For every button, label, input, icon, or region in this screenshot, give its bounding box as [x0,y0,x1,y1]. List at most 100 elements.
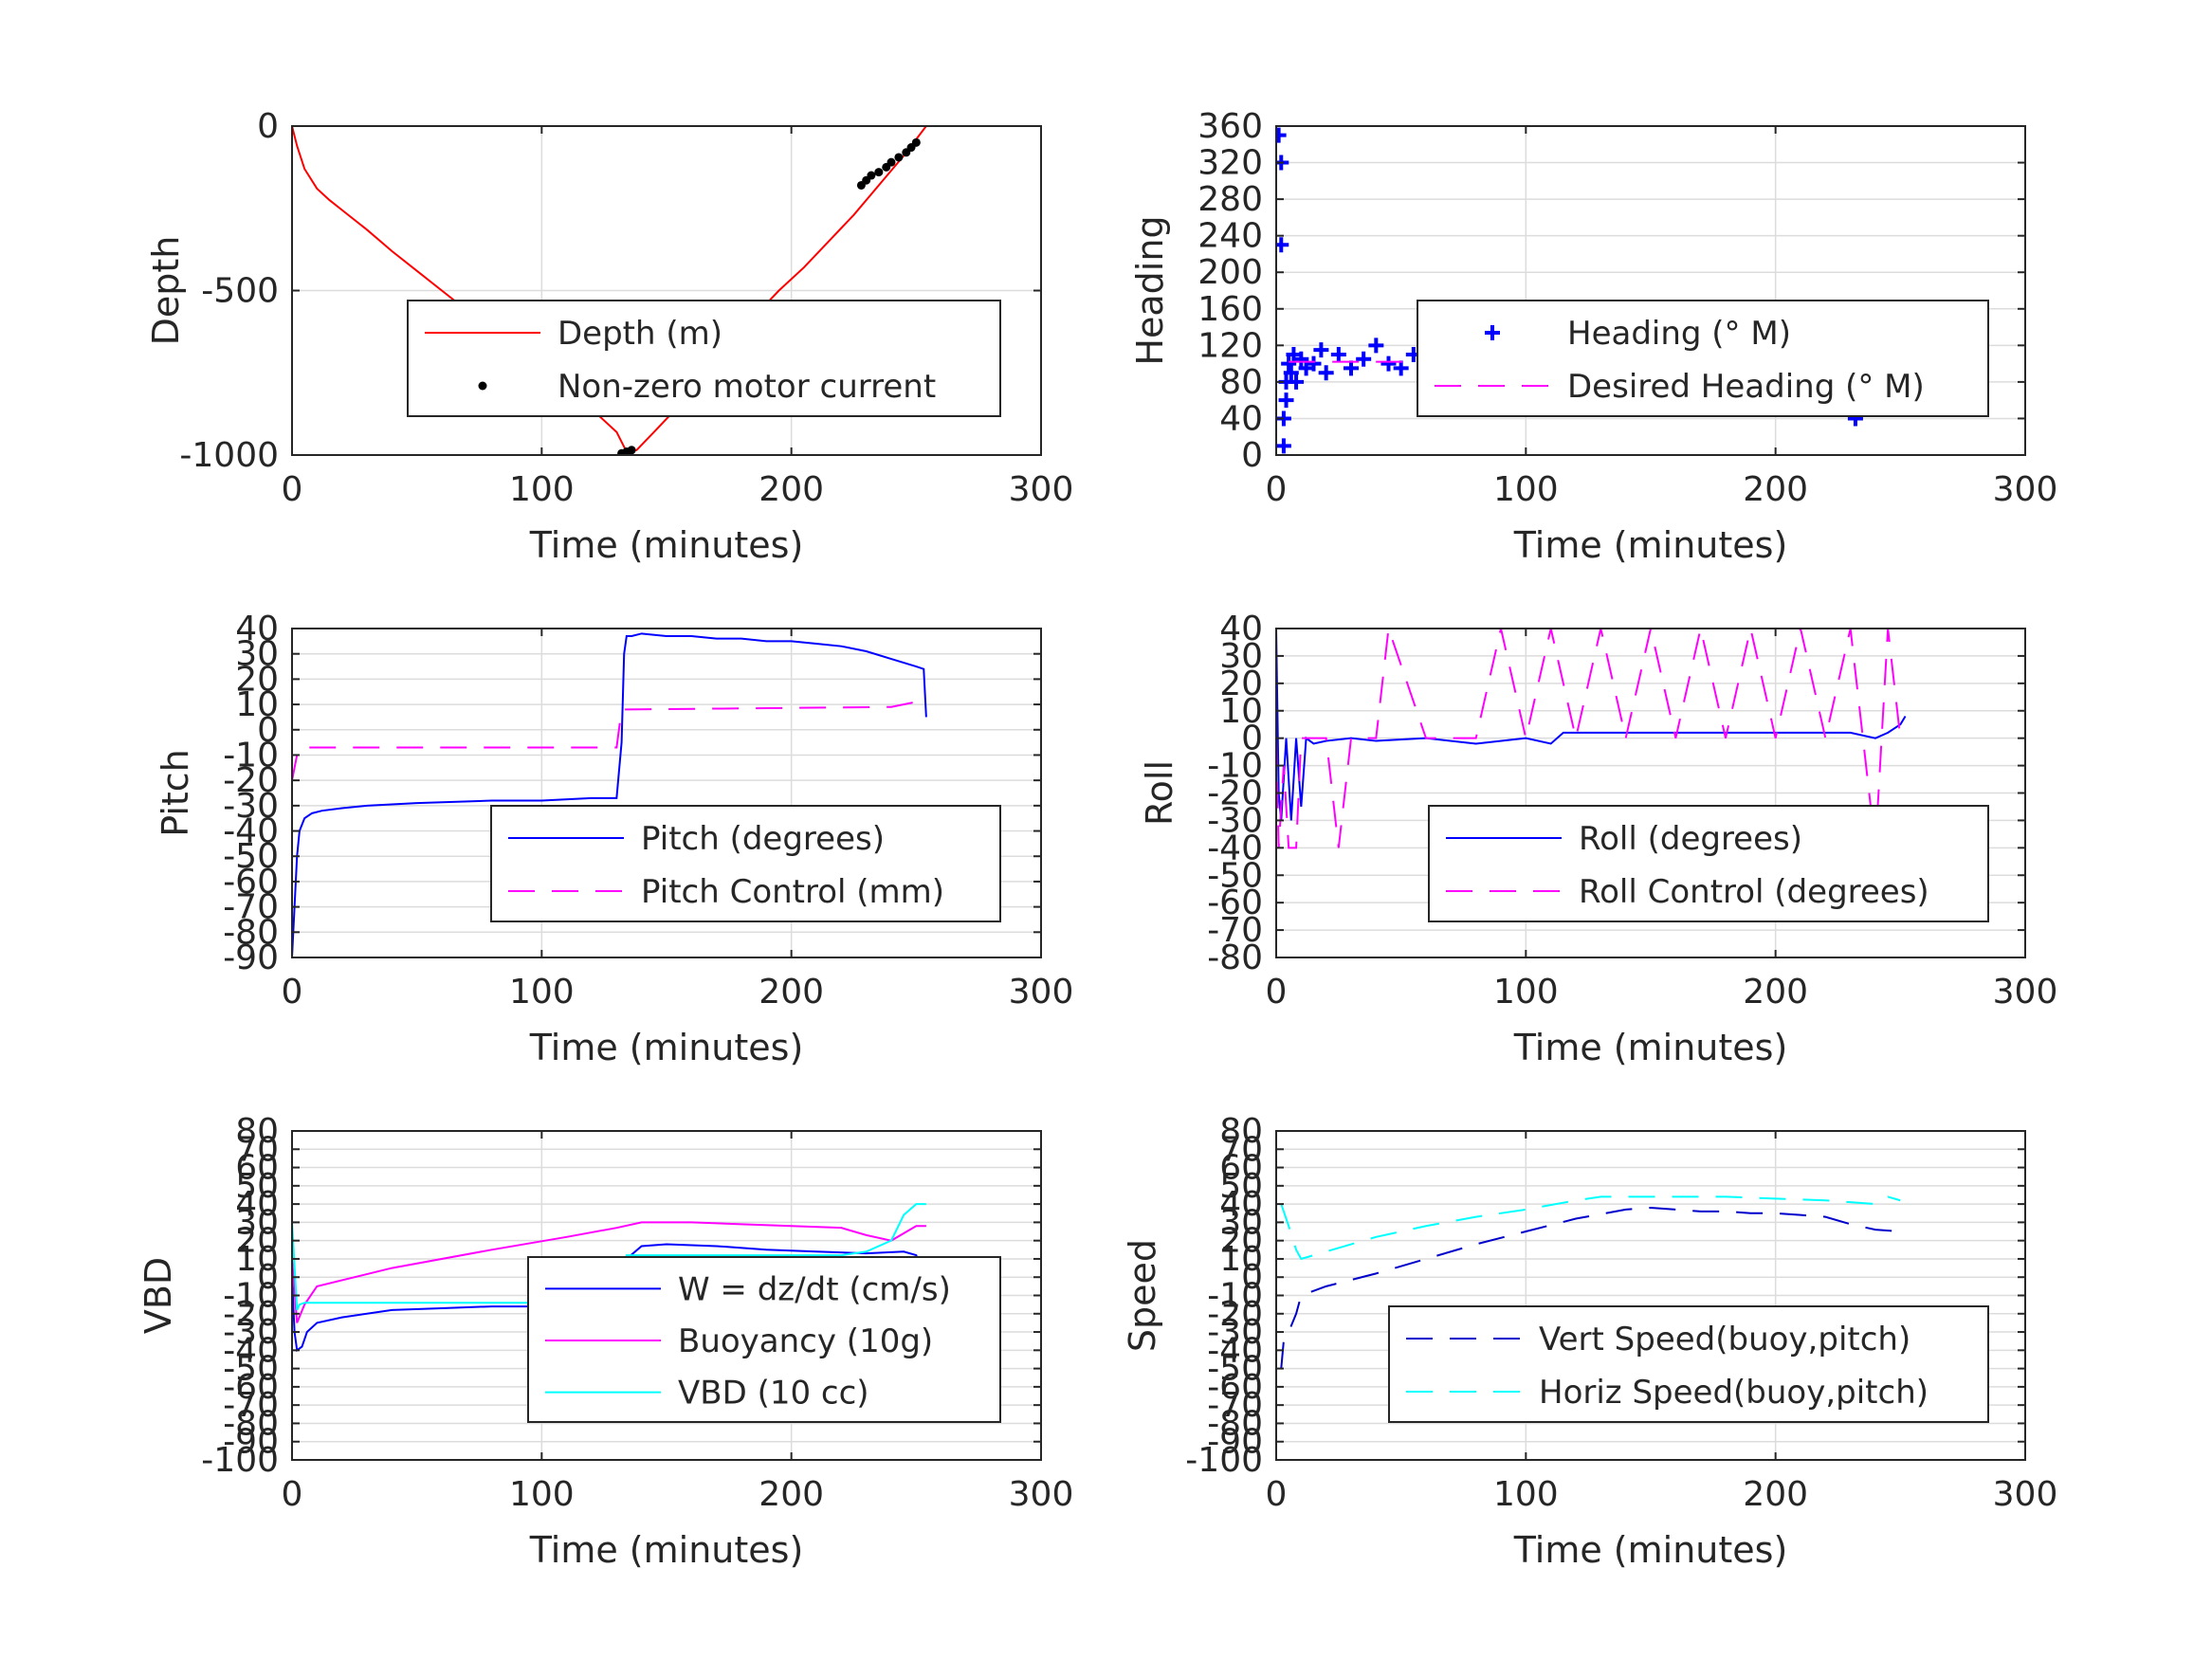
heading-x-tick-label-1: 100 [1493,470,1559,509]
heading-series-0-point-16 [1330,346,1346,362]
speed-y-tick-label-4: 40 [1219,1185,1263,1224]
pitch-y-tick-label-9: -50 [223,837,279,876]
pitch-legend-label-1: Pitch Control (mm) [641,873,944,911]
speed-legend-box [1388,1305,1989,1423]
speed-legend-label-0: Vert Speed(buoy,pitch) [1539,1321,1910,1358]
pitch-y-tick-label-13: -90 [223,939,279,977]
pitch-chart: 0 100 200 300403020100-10-20-30-40-50-60-70… [155,610,1073,1068]
roll-y-tick-label-7: -30 [1207,801,1263,840]
heading-x-tick-label-2: 200 [1743,470,1808,509]
roll-x-axis-label: Time (minutes) [1513,1027,1788,1068]
depth-legend-label-1: Non-zero motor current [558,368,936,406]
heading-legend-swatch-0 [1485,325,1500,340]
heading-series-0-point-8 [1283,365,1299,381]
vbd-x-tick-label-0: 0 [282,1475,303,1514]
heading-series-0-point-7 [1281,356,1297,372]
depth-y-tick-label-0: 0 [257,107,279,146]
pitch-x-tick-label-0: 0 [282,973,303,1012]
heading-series-0-point-5 [1278,392,1294,409]
roll-y-tick-label-8: -40 [1207,829,1263,867]
heading-x-tick-label-3: 300 [1993,470,2058,509]
vbd-y-tick-label-6: 20 [235,1222,279,1261]
pitch-plot-area [292,632,927,957]
speed-y-tick-label-9: -10 [1207,1277,1263,1316]
vbd-legend: W = dz/dt (cm/s) Buoyancy (10g) VBD (10 cc… [527,1256,1001,1423]
speed-y-tick-label-8: 0 [1241,1258,1263,1297]
heading-series-0-point-21 [1393,360,1409,376]
vbd-x-tick-label-1: 100 [509,1475,575,1514]
vbd-legend-label-1: Buoyancy (10g) [678,1322,933,1360]
roll-y-tick-label-1: 30 [1219,637,1263,676]
pitch-series-1-line [292,701,917,781]
depth-y-tick-label-2: -1000 [179,436,279,475]
roll-x-tick-label-2: 200 [1743,973,1808,1012]
roll-y-tick-label-0: 40 [1219,610,1263,648]
speed-plot-area [1280,1195,1901,1369]
pitch-y-tick-label-8: -40 [223,812,279,851]
depth-series-1-point-8 [887,157,896,167]
vbd-y-tick-label-14: -60 [223,1368,279,1407]
pitch-y-tick-label-7: -30 [223,787,279,826]
vbd-x-axis-label: Time (minutes) [529,1529,804,1571]
vbd-y-tick-label-16: -80 [223,1404,279,1443]
vbd-y-tick-label-18: -100 [201,1441,279,1480]
vbd-y-tick-label-17: -90 [223,1423,279,1462]
speed-y-tick-label-15: -70 [1207,1386,1263,1425]
pitch-y-tick-label-3: 10 [235,685,279,724]
pitch-axes-box [291,628,1042,958]
roll-chart: 0 100 200 300403020100-10-20-30-40-50-60-70… [1139,610,2057,1068]
heading-y-tick-label-7: 280 [1197,180,1263,219]
heading-x-tick-label-0: 0 [1266,470,1288,509]
roll-x-tick-label-1: 100 [1493,973,1559,1012]
depth-chart: 0 100 200 300 0 -500 -1000 Time (minutes) Depth D… [145,107,1073,566]
pitch-y-tick-label-10: -60 [223,863,279,902]
pitch-y-tick-label-4: 0 [257,711,279,750]
pitch-x-tick-label-3: 300 [1009,973,1074,1012]
heading-series-0-point-13 [1306,356,1322,372]
heading-y-tick-label-0: 0 [1241,436,1263,475]
speed-y-tick-label-14: -60 [1207,1368,1263,1407]
roll-x-tick-label-0: 0 [1266,973,1288,1012]
pitch-legend: Pitch (degrees) Pitch Control (mm) [490,805,1001,922]
pitch-series-0-line [292,632,927,957]
pitch-x-tick-label-2: 200 [759,973,824,1012]
roll-legend-label-1: Roll Control (degrees) [1579,873,1929,911]
vbd-y-tick-label-7: 10 [235,1240,279,1279]
depth-y-tick-label-1: -500 [201,272,279,311]
depth-x-tick-label-1: 100 [509,470,575,509]
heading-x-axis-label: Time (minutes) [1513,524,1788,566]
roll-y-axis-label: Roll [1139,760,1180,826]
speed-y-tick-label-10: -20 [1207,1295,1263,1334]
speed-x-axis-label: Time (minutes) [1513,1529,1788,1571]
depth-x-tick-label-2: 200 [759,470,824,509]
roll-y-tick-label-11: -70 [1207,911,1263,950]
heading-legend-label-1: Desired Heading (° M) [1567,368,1925,406]
speed-y-tick-label-0: 80 [1219,1112,1263,1151]
vbd-y-tick-label-5: 30 [235,1203,279,1242]
heading-y-tick-label-2: 80 [1219,363,1263,402]
heading-y-tick-label-4: 160 [1197,290,1263,329]
depth-y-axis-label: Depth [145,236,187,346]
speed-y-tick-label-17: -90 [1207,1423,1263,1462]
roll-series-1-line [1276,629,1902,849]
heading-series-0-point-20 [1380,356,1397,372]
speed-series-1-line [1280,1195,1901,1261]
heading-series-0-point-17 [1344,360,1359,376]
speed-y-tick-label-18: -100 [1185,1441,1263,1480]
pitch-y-tick-label-1: 30 [235,635,279,674]
speed-legend-label-1: Horiz Speed(buoy,pitch) [1539,1374,1929,1412]
vbd-legend-label-2: VBD (10 cc) [678,1375,869,1413]
speed-series-0-line [1280,1206,1901,1369]
vbd-y-tick-label-8: 0 [257,1258,279,1297]
vbd-x-tick-label-2: 200 [759,1475,824,1514]
pitch-legend-label-0: Pitch (degrees) [641,820,885,858]
heading-series-0-point-19 [1368,337,1384,354]
speed-x-tick-label-1: 100 [1493,1475,1559,1514]
speed-y-tick-label-6: 20 [1219,1222,1263,1261]
vbd-series-2-line [292,1203,926,1311]
vbd-y-tick-label-11: -30 [223,1313,279,1352]
heading-y-tick-label-1: 40 [1219,399,1263,438]
speed-x-tick-label-2: 200 [1743,1475,1808,1514]
heading-series-0-point-10 [1289,374,1305,390]
